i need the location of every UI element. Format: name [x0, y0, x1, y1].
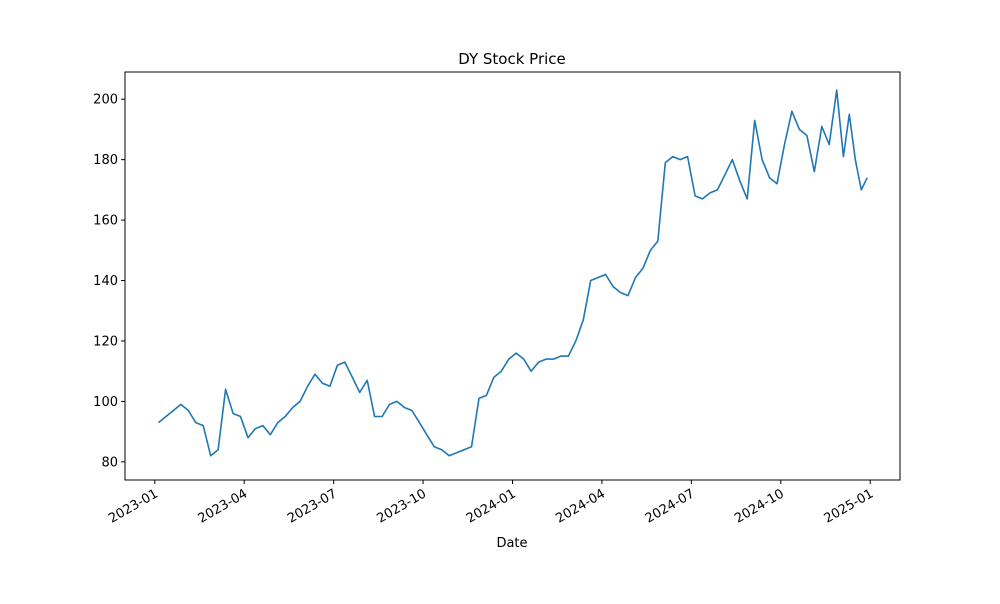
y-tick-label: 180	[93, 153, 118, 168]
x-tick-label: 2023-10	[375, 486, 430, 526]
y-tick-label: 120	[93, 334, 118, 349]
x-tick-label: 2024-07	[643, 486, 698, 526]
y-tick-label: 140	[93, 274, 118, 289]
y-tick-label: 100	[93, 395, 118, 410]
x-tick-label: 2023-07	[285, 486, 340, 526]
y-tick-label: 160	[93, 214, 118, 229]
x-tick-label: 2024-10	[732, 486, 787, 526]
price-line	[157, 89, 868, 457]
x-tick-label: 2023-04	[196, 486, 251, 526]
x-tick-label: 2023-01	[106, 486, 161, 526]
x-tick-label: 2025-01	[822, 486, 877, 526]
x-axis-label: Date	[496, 536, 527, 551]
chart-title: DY Stock Price	[458, 50, 566, 68]
x-tick-label: 2024-04	[553, 486, 608, 526]
y-tick-label: 80	[101, 455, 118, 470]
y-tick-label: 200	[93, 93, 118, 108]
x-tick-label: 2024-01	[464, 486, 519, 526]
